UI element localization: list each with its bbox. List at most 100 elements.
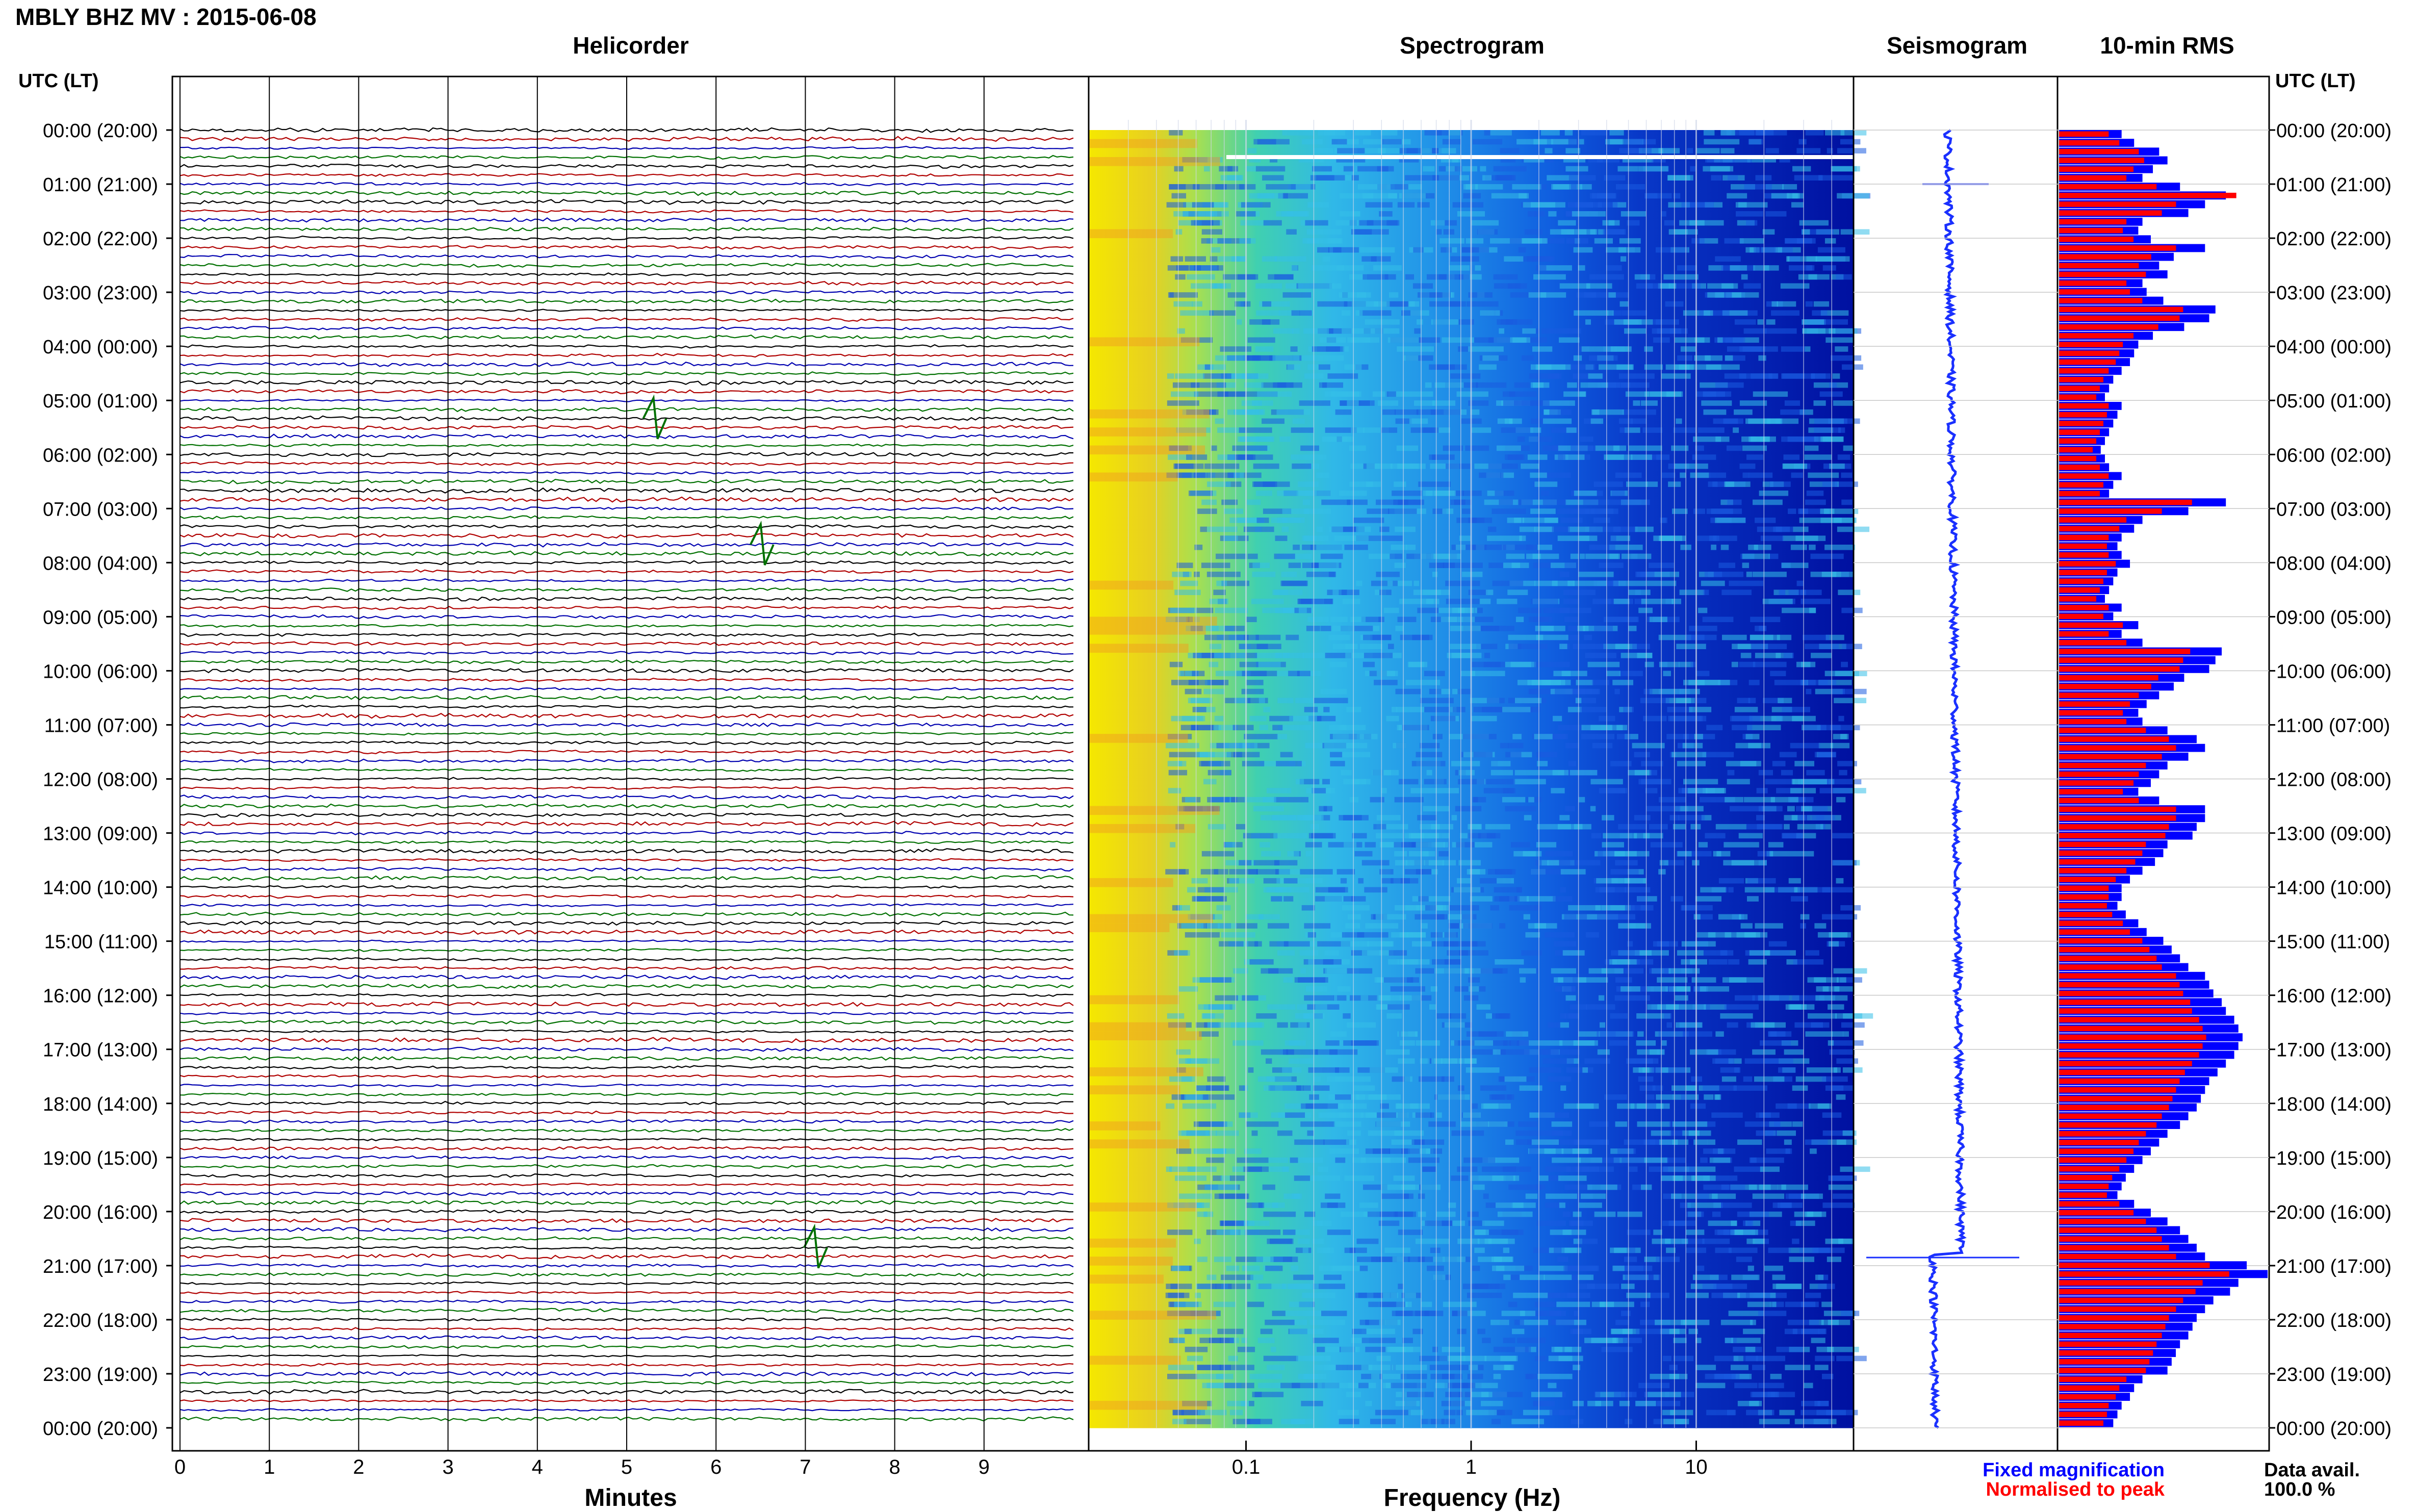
spectrogram-hot — [1089, 995, 1179, 1005]
rms-bar-normalised — [2059, 631, 2109, 637]
spectrogram-noise — [1423, 490, 1455, 496]
spectrogram-noise — [1381, 1184, 1404, 1190]
spectrogram-noise — [1347, 1130, 1361, 1136]
spectrogram-noise — [1263, 878, 1280, 884]
spectrogram-noise — [1540, 184, 1547, 190]
rms-bar-normalised — [2059, 990, 2183, 996]
rms-bar-normalised — [2059, 605, 2109, 610]
spectrogram-noise — [1545, 148, 1553, 153]
rms-bar-normalised — [2059, 719, 2127, 725]
spectrogram-noise — [1328, 887, 1345, 893]
spectrogram-noise — [1638, 1076, 1654, 1082]
spectrogram-noise — [1244, 1148, 1262, 1154]
spectrogram-noise — [1324, 1274, 1342, 1280]
spectrogram-noise — [1432, 400, 1456, 406]
spectrogram-noise — [1520, 1311, 1536, 1316]
spectrogram-noise — [1253, 806, 1284, 812]
spectrogram-noise — [1562, 950, 1585, 956]
spectrogram-noise — [1517, 238, 1548, 244]
spectrogram-noise — [1235, 301, 1248, 307]
spectrogram-noise — [1532, 346, 1553, 352]
spectrogram-gap — [1226, 155, 1854, 160]
spectrogram-noise — [1764, 1265, 1783, 1271]
rms-bar-normalised — [2059, 245, 2176, 251]
spectrogram-noise — [1518, 607, 1531, 613]
spectrogram-noise — [1779, 590, 1785, 595]
spectrogram-noise — [1833, 400, 1854, 406]
spectrogram-noise — [1432, 175, 1460, 181]
spectrogram-noise — [1330, 752, 1343, 758]
rms-bar-normalised — [2059, 736, 2169, 742]
rms-bar-normalised — [2059, 438, 2097, 444]
spectrogram-noise — [1795, 1220, 1815, 1226]
spectrogram-noise — [1500, 1355, 1518, 1362]
spectrogram-noise — [1389, 950, 1407, 956]
spectrogram-noise — [1730, 265, 1747, 271]
spectrogram-noise — [1433, 1274, 1446, 1280]
helicorder-xtick-label: 5 — [621, 1456, 632, 1478]
chart-title: MBLY BHZ MV : 2015-06-08 — [15, 4, 317, 30]
spectrogram-noise — [1238, 436, 1260, 442]
spectrogram-noise — [1592, 409, 1624, 415]
spectrogram-noise — [1528, 292, 1547, 298]
spectrogram-noise — [1322, 256, 1330, 262]
rms-bar-normalised — [2059, 1192, 2107, 1198]
spectrogram-noise — [1410, 788, 1436, 793]
rms-bar-normalised — [2059, 166, 2134, 172]
spectrogram-noise — [1771, 301, 1778, 307]
spectrogram-noise — [1705, 833, 1726, 839]
spectrogram-noise — [1495, 1013, 1511, 1019]
spectrogram-noise — [1347, 914, 1361, 920]
spectrogram-noise — [1788, 508, 1796, 514]
spectrogram-noise — [1687, 1202, 1721, 1208]
spectrogram-noise — [1199, 977, 1232, 983]
spectrogram-noise — [1530, 427, 1541, 433]
spectrogram-noise — [1559, 815, 1570, 821]
spectrogram-noise — [1537, 1373, 1573, 1379]
spectrogram-noise — [1544, 1274, 1572, 1280]
spectrogram-noise — [1791, 779, 1827, 785]
spectrogram-noise — [1201, 1094, 1235, 1100]
spectrogram-noise — [1753, 499, 1783, 505]
spectrogram-noise — [1485, 1013, 1492, 1019]
spectrogram-noise — [1573, 1328, 1591, 1335]
spectrogram-noise — [1339, 292, 1366, 298]
spectrogram-noise — [1246, 1121, 1279, 1127]
spectrogram-noise — [1457, 878, 1471, 884]
spectrogram-noise — [1248, 869, 1258, 875]
spectrogram-noise — [1204, 364, 1211, 370]
spectrogram-noise — [1696, 148, 1720, 153]
spectrogram-noise — [1573, 1365, 1581, 1370]
spectrogram-noise — [1765, 887, 1796, 893]
spectrogram-noise — [1685, 1292, 1709, 1298]
spectrogram-noise — [1778, 1067, 1796, 1073]
spectrogram-noise — [1239, 1112, 1258, 1118]
spectrogram-noise — [1568, 1013, 1579, 1019]
spectrogram-noise — [1499, 328, 1505, 334]
spectrogram-noise — [1251, 400, 1273, 406]
right-hour-label: 12:00 (08:00) — [2276, 770, 2392, 791]
rms-bar-normalised — [2059, 657, 2183, 663]
spectrogram-noise — [1471, 715, 1497, 722]
spectrogram-noise — [1494, 887, 1522, 893]
spectrogram-noise — [1467, 869, 1480, 875]
spectrogram-noise — [1750, 634, 1773, 640]
spectrogram-noise — [1612, 1338, 1628, 1343]
spectrogram-noise — [1462, 1112, 1481, 1118]
spectrogram-noise — [1466, 301, 1499, 307]
spectrogram-noise — [1411, 941, 1432, 947]
spectrogram-noise — [1669, 328, 1682, 334]
spectrogram-noise — [1825, 1085, 1844, 1091]
spectrogram-noise — [1435, 842, 1448, 848]
spectrogram-noise — [1792, 166, 1811, 172]
spectrogram-noise — [1246, 1202, 1263, 1208]
spectrogram-noise — [1815, 1355, 1835, 1362]
spectrogram-noise — [1739, 661, 1756, 668]
spectrogram-noise — [1558, 454, 1565, 460]
spectrogram-noise — [1539, 1112, 1570, 1118]
spectrogram-noise — [1485, 779, 1515, 785]
spectrogram-noise — [1268, 968, 1279, 974]
spectrogram-noise — [1474, 337, 1497, 343]
spectrogram-noise — [1305, 851, 1312, 857]
spectrogram-noise — [1743, 1076, 1753, 1082]
